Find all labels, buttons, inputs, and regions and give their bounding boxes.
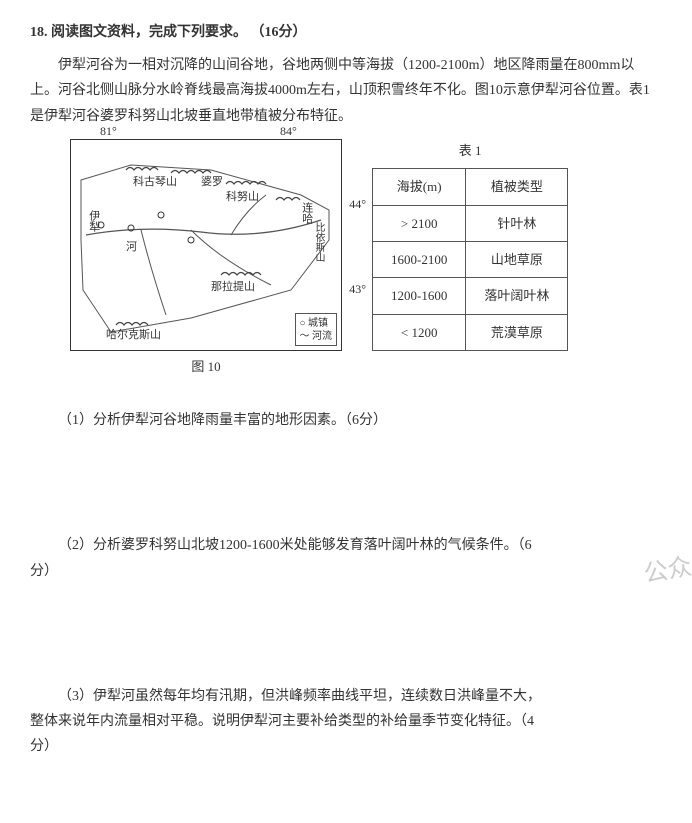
question-title: 阅读图文资料，完成下列要求。 <box>51 25 247 40</box>
map-svg-wrap: 科古琴山 婆罗 科努山 伊犁 河 连哈 比依斯山 那拉提山 哈尔克斯山 ○ 城镇… <box>70 139 342 351</box>
th-elev: 海拔(m) <box>373 169 466 205</box>
question-number: 18. <box>30 25 48 40</box>
table-area: 表 1 海拔(m) 植被类型 > 2100 针叶林 1600-2100 山地草原… <box>372 139 568 351</box>
label-biyisi: 比依斯山 <box>309 222 327 262</box>
label-haerkesi: 哈尔克斯山 <box>106 326 161 346</box>
label-poluo: 婆罗 <box>201 173 223 193</box>
label-kenu: 科努山 <box>226 188 259 208</box>
legend-town-label: 城镇 <box>308 317 328 330</box>
map-legend: ○ 城镇 ～ 河流 <box>295 313 338 345</box>
th-veg: 植被类型 <box>466 169 568 205</box>
cell-elev: > 2100 <box>373 205 466 241</box>
stem-paragraph: 伊犁河谷为一相对沉降的山间谷地，谷地两侧中等海拔（1200-2100m）地区降雨… <box>30 53 662 129</box>
sub-question-2-line2: 分） <box>30 559 662 584</box>
lat-bottom-label: 43° <box>349 279 366 301</box>
cell-veg: 荒漠草原 <box>466 314 568 350</box>
label-keguqin: 科古琴山 <box>133 173 177 193</box>
question-points: （16分） <box>251 25 307 40</box>
sub-question-3-line3: 分） <box>30 734 662 759</box>
table-caption: 表 1 <box>459 139 482 162</box>
sub-question-2-line1: （2）分析婆罗科努山北坡1200-1600米处能够发育落叶阔叶林的气候条件。（6 <box>30 533 662 558</box>
map-box: 81° 84° 44° 43° <box>70 139 342 378</box>
table-row: 海拔(m) 植被类型 <box>373 169 568 205</box>
cell-elev: < 1200 <box>373 314 466 350</box>
cell-elev: 1200-1600 <box>373 278 466 314</box>
cell-veg: 落叶阔叶林 <box>466 278 568 314</box>
lat-top-label: 44° <box>349 194 366 216</box>
table-row: > 2100 针叶林 <box>373 205 568 241</box>
label-he: 河 <box>126 238 137 258</box>
cell-veg: 针叶林 <box>466 205 568 241</box>
question-header: 18. 阅读图文资料，完成下列要求。 （16分） <box>30 20 662 45</box>
label-yili: 伊犁 <box>83 210 103 232</box>
cell-elev: 1600-2100 <box>373 241 466 277</box>
legend-town-symbol: ○ <box>300 317 306 330</box>
table-row: < 1200 荒漠草原 <box>373 314 568 350</box>
sub-question-3-line1: （3）伊犁河虽然每年均有汛期，但洪峰频率曲线平坦，连续数日洪峰量不大， <box>30 684 662 709</box>
legend-river-label: 河流 <box>312 330 332 343</box>
legend-river-symbol: ～ <box>300 330 310 343</box>
label-nalati: 那拉提山 <box>211 278 255 298</box>
vegetation-table: 海拔(m) 植被类型 > 2100 针叶林 1600-2100 山地草原 120… <box>372 168 568 351</box>
sub-question-3-line2: 整体来说年内流量相对平稳。说明伊犁河主要补给类型的补给量季节变化特征。（4 <box>30 709 662 734</box>
cell-veg: 山地草原 <box>466 241 568 277</box>
label-lianha: 连哈 <box>296 202 316 224</box>
sub-question-1: （1）分析伊犁河谷地降雨量丰富的地形因素。（6分） <box>30 408 662 433</box>
figure-area: 81° 84° 44° 43° <box>70 139 662 378</box>
map-caption: 图 10 <box>70 355 342 378</box>
table-row: 1200-1600 落叶阔叶林 <box>373 278 568 314</box>
table-row: 1600-2100 山地草原 <box>373 241 568 277</box>
